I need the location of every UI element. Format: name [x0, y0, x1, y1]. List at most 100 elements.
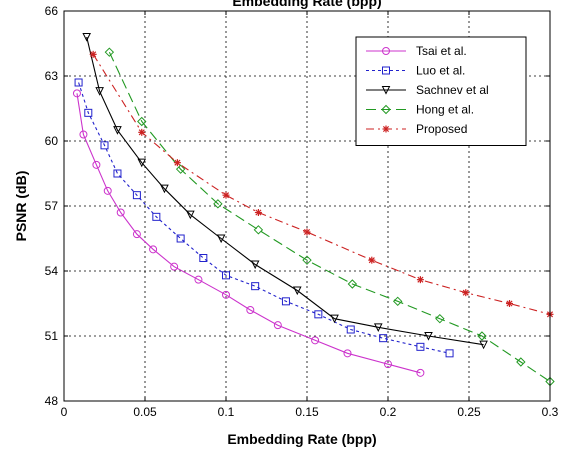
data-point	[175, 164, 186, 174]
star-stroke	[303, 228, 311, 236]
legend-entry: Luo et al.	[366, 64, 465, 78]
data-point	[302, 255, 312, 265]
data-point	[213, 199, 223, 209]
data-point	[393, 296, 403, 307]
data-point	[368, 256, 376, 264]
chart-title: Embedding Rate (bpp)	[232, 0, 381, 9]
series-line	[86, 36, 484, 346]
data-point	[116, 208, 125, 217]
series-line	[76, 93, 421, 374]
data-point	[479, 340, 488, 350]
data-point	[346, 325, 355, 334]
data-point	[416, 276, 424, 284]
data-point	[303, 228, 311, 236]
data-point	[103, 186, 112, 195]
x-tick-label: 0.25	[457, 405, 481, 419]
data-point	[381, 86, 391, 95]
data-point	[292, 286, 302, 296]
data-point	[416, 368, 425, 377]
legend-entry: Hong et al.	[366, 103, 474, 117]
data-point	[222, 290, 230, 299]
data-point	[435, 313, 445, 324]
data-point	[222, 271, 230, 280]
data-point	[222, 191, 230, 199]
series-line	[108, 51, 551, 382]
x-axis-label: Embedding Rate (bpp)	[227, 431, 376, 447]
x-tick-label: 0.05	[133, 405, 157, 419]
data-point	[381, 104, 391, 115]
data-point	[137, 158, 147, 168]
series-3	[104, 47, 555, 387]
data-point	[138, 128, 146, 136]
data-point	[173, 159, 181, 167]
x-tick-label: 0.2	[380, 405, 397, 419]
data-point	[152, 212, 161, 221]
data-point	[216, 234, 226, 244]
data-point	[477, 331, 487, 341]
data-point	[273, 321, 282, 330]
data-point	[506, 300, 513, 307]
star-stroke	[462, 289, 469, 296]
data-point	[253, 225, 264, 235]
series-2	[82, 33, 488, 350]
y-tick-label: 66	[45, 4, 59, 18]
data-point	[132, 230, 141, 239]
series-0	[72, 89, 425, 377]
data-point	[373, 323, 383, 332]
legend-label: Tsai et al.	[416, 44, 467, 58]
data-point	[382, 47, 390, 55]
x-tick-label: 0.15	[295, 405, 319, 419]
data-point	[314, 310, 323, 319]
legend-entry: Proposed	[366, 122, 467, 136]
x-tick-label: 0.1	[218, 405, 235, 419]
legend-label: Luo et al.	[416, 64, 465, 78]
data-point	[84, 108, 93, 117]
star-stroke	[417, 276, 424, 283]
star-stroke	[382, 125, 390, 133]
y-tick-label: 48	[45, 394, 59, 408]
y-tick-label: 57	[45, 199, 59, 213]
data-point	[160, 184, 169, 194]
data-point	[343, 349, 352, 358]
series-line	[92, 54, 551, 315]
star-stroke	[222, 192, 230, 199]
data-point	[82, 33, 91, 42]
star-stroke	[90, 51, 97, 58]
star-stroke	[174, 159, 181, 166]
data-point	[194, 275, 203, 284]
data-point	[311, 336, 320, 345]
star-stroke	[138, 129, 145, 136]
data-point	[424, 332, 433, 341]
star-stroke	[506, 300, 513, 307]
data-point	[104, 47, 115, 57]
data-point	[246, 306, 255, 314]
data-point	[384, 360, 392, 369]
data-point	[95, 87, 104, 96]
y-tick-label: 54	[45, 264, 59, 278]
series-1	[74, 78, 454, 358]
data-point	[254, 209, 262, 216]
data-point	[382, 125, 390, 133]
data-point	[137, 116, 147, 127]
data-point	[113, 169, 122, 178]
data-point	[250, 260, 260, 270]
legend-entry: Tsai et al.	[366, 44, 467, 58]
data-point	[281, 297, 290, 306]
data-point	[92, 160, 101, 169]
data-point	[149, 245, 158, 254]
data-point	[516, 357, 526, 367]
legend-label: Proposed	[416, 122, 467, 136]
data-point	[347, 279, 358, 289]
data-point	[416, 342, 425, 351]
data-point	[186, 210, 195, 220]
data-point	[89, 50, 97, 58]
data-point	[100, 141, 109, 150]
star-stroke	[255, 209, 262, 216]
data-point	[462, 289, 470, 297]
y-tick-label: 63	[45, 69, 59, 83]
data-point	[72, 89, 81, 98]
legend-label: Sachnev et al	[416, 83, 489, 97]
x-tick-label: 0	[61, 405, 68, 419]
